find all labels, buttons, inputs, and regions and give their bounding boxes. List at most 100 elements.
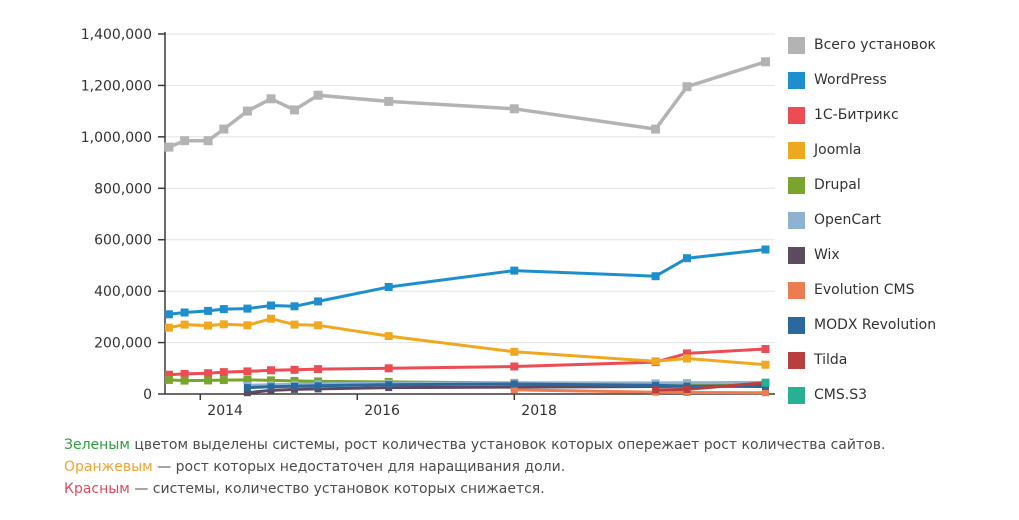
data-point [267, 386, 275, 394]
data-point [180, 136, 190, 146]
data-point [290, 320, 299, 329]
data-point [651, 124, 661, 134]
data-point [219, 305, 228, 314]
data-point [164, 375, 173, 384]
data-point [509, 104, 519, 114]
legend-swatch-icon [788, 282, 805, 299]
data-point [219, 320, 228, 329]
data-point [291, 382, 298, 390]
footnote-green: Зеленым цветом выделены системы, рост ко… [64, 434, 885, 456]
data-point [267, 366, 275, 375]
y-tick-label: 0 [143, 387, 152, 403]
data-point [762, 389, 769, 397]
data-point [761, 360, 770, 369]
data-point [204, 321, 213, 330]
series-всего-установок [164, 57, 770, 152]
legend-label: Drupal [814, 177, 861, 193]
data-point [510, 386, 518, 394]
data-point [384, 364, 393, 373]
legend-item-wix[interactable]: Wix [788, 247, 936, 264]
data-point [243, 389, 251, 397]
data-point [243, 375, 252, 384]
chart-legend: Всего установок WordPress 1С-Битрикс Joomla… [788, 37, 936, 422]
legend-swatch-icon [788, 177, 805, 194]
data-point [267, 301, 275, 310]
data-point [510, 380, 518, 388]
legend-swatch-icon [788, 247, 805, 264]
legend-item-drupal[interactable]: Drupal [788, 177, 936, 194]
legend-label: Evolution CMS [814, 282, 915, 298]
data-point [243, 304, 252, 313]
data-point [683, 254, 691, 263]
legend-item-modx-revolution[interactable]: MODX Revolution [788, 317, 936, 334]
data-point [243, 384, 251, 392]
legend-item-cms-s3[interactable]: CMS.S3 [788, 387, 936, 404]
data-point [314, 365, 323, 374]
data-point [314, 297, 323, 306]
data-point [164, 142, 174, 152]
data-point [652, 386, 660, 394]
legend-label: WordPress [814, 72, 887, 88]
data-point [203, 136, 213, 146]
footnote-green-lead: Зеленым [64, 437, 130, 453]
data-point [510, 266, 519, 275]
footnote-orange-text: — рост которых недостаточен для наращива… [152, 459, 566, 475]
x-tick-label: 2016 [364, 403, 400, 419]
legend-swatch-icon [788, 142, 805, 159]
legend-item-всего-установок[interactable]: Всего установок [788, 37, 936, 54]
data-point [510, 347, 519, 356]
data-point [243, 321, 252, 330]
data-point [267, 314, 275, 323]
legend-item-evolution-cms[interactable]: Evolution CMS [788, 282, 936, 299]
data-point [164, 370, 173, 379]
legend-label: Tilda [814, 352, 848, 368]
data-point [652, 381, 660, 389]
data-point [683, 354, 691, 363]
legend-label: OpenCart [814, 212, 881, 228]
axes [164, 32, 775, 395]
data-point [384, 96, 394, 106]
legend-swatch-icon [788, 107, 805, 124]
data-point [180, 320, 189, 329]
data-point [266, 94, 276, 104]
data-point [219, 376, 228, 385]
y-tick-label: 800,000 [94, 181, 152, 197]
data-point [164, 310, 173, 319]
data-point [682, 82, 692, 92]
data-point [385, 381, 393, 389]
data-point [219, 368, 228, 377]
legend-item-joomla[interactable]: Joomla [788, 142, 936, 159]
footnotes: Зеленым цветом выделены системы, рост ко… [64, 434, 885, 500]
data-point [384, 283, 393, 291]
y-tick-label: 1,400,000 [81, 27, 152, 43]
legend-label: CMS.S3 [814, 387, 867, 403]
legend-label: Wix [814, 247, 840, 263]
footnote-green-text: цветом выделены системы, рост количества… [129, 437, 886, 453]
data-point [267, 376, 275, 385]
data-point [204, 306, 213, 315]
data-point [761, 345, 770, 353]
data-point [314, 382, 322, 390]
x-tick-label: 2018 [521, 403, 557, 419]
y-tick-label: 1,000,000 [81, 130, 152, 146]
data-point [683, 349, 691, 358]
data-point [651, 272, 660, 281]
legend-item-tilda[interactable]: Tilda [788, 352, 936, 369]
footnote-red: Красным — системы, количество установок … [64, 478, 885, 500]
data-point [267, 383, 275, 391]
legend-item-opencart[interactable]: OpenCart [788, 212, 936, 229]
legend-label: Всего установок [814, 37, 936, 53]
data-point [761, 57, 770, 67]
data-point [204, 369, 213, 378]
data-point [180, 369, 189, 378]
data-point [510, 362, 519, 371]
data-point [219, 124, 229, 134]
data-point [180, 376, 189, 385]
legend-swatch-icon [788, 352, 805, 369]
legend-item-1с-битрикс[interactable]: 1С-Битрикс [788, 107, 936, 124]
data-point [290, 302, 299, 311]
data-point [683, 385, 691, 393]
legend-item-wordpress[interactable]: WordPress [788, 72, 936, 89]
